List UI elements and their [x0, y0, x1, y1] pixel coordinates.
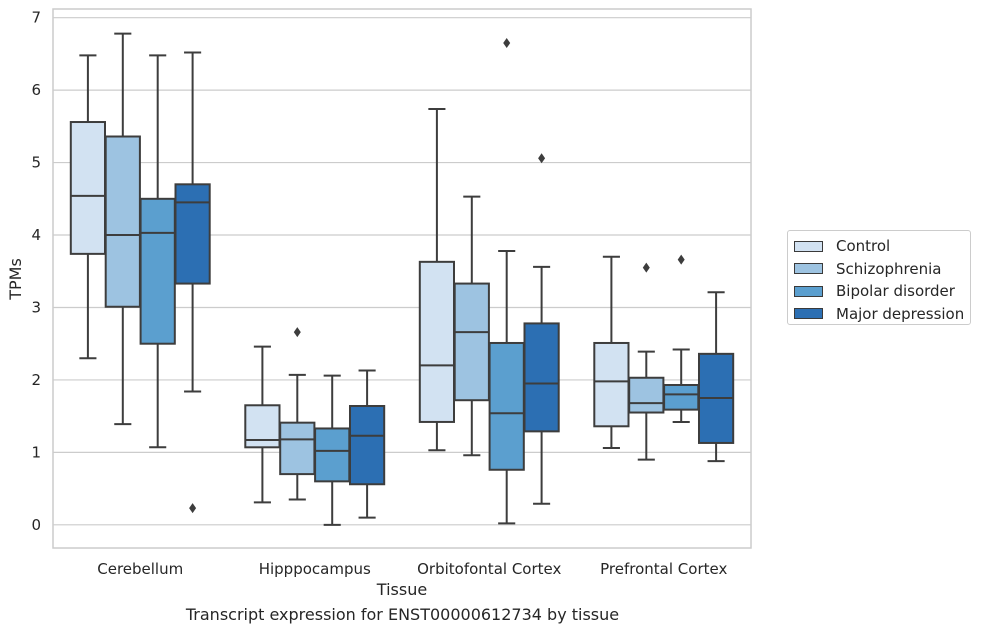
x-axis-label: Tissue — [376, 580, 427, 599]
box-bipolar-disorder — [488, 38, 525, 525]
outlier-point — [293, 327, 301, 338]
box-iqr — [418, 260, 456, 423]
x-tick-label: Cerebellum — [97, 560, 183, 578]
box-iqr — [139, 197, 176, 345]
box-iqr — [628, 376, 665, 414]
box-schizophrenia — [628, 262, 665, 461]
y-tick-label: 0 — [31, 516, 41, 534]
y-tick-label: 1 — [31, 443, 41, 461]
y-tick-label: 7 — [31, 9, 41, 27]
box-iqr — [279, 421, 316, 476]
legend-item: Schizophrenia — [794, 258, 970, 281]
box-schizophrenia — [453, 195, 490, 457]
x-tick-label: Prefrontal Cortex — [600, 560, 727, 578]
box-major-depression — [697, 291, 735, 463]
legend: Control Schizophrenia Bipolar disorder Majo… — [787, 230, 971, 325]
outlier-point — [677, 254, 685, 265]
chart-caption: Transcript expression for ENST0000061273… — [185, 605, 620, 624]
legend-item: Major depression — [794, 303, 970, 326]
legend-label: Control — [836, 237, 891, 256]
outlier-point — [189, 503, 197, 514]
box-control — [69, 54, 107, 360]
legend-item: Bipolar disorder — [794, 280, 970, 303]
x-tick-label: Hipppocampus — [259, 560, 371, 578]
legend-label: Bipolar disorder — [836, 282, 955, 301]
box-iqr — [104, 135, 141, 308]
y-tick-label: 3 — [31, 298, 41, 316]
y-axis-label: TPMs — [6, 258, 25, 301]
x-tick-label: Orbitofontal Cortex — [417, 560, 561, 578]
y-tick-label: 5 — [31, 154, 41, 172]
outlier-point — [642, 262, 650, 273]
outlier-point — [538, 153, 546, 164]
box-iqr — [314, 427, 351, 483]
legend-swatch — [794, 308, 823, 320]
box-schizophrenia — [279, 327, 316, 501]
box-bipolar-disorder — [314, 374, 351, 526]
box-iqr — [488, 341, 525, 471]
legend-swatch — [794, 285, 823, 297]
box-iqr — [348, 405, 386, 486]
box-major-depression — [348, 369, 386, 519]
legend-label: Major depression — [836, 304, 965, 323]
box-bipolar-disorder — [663, 254, 700, 423]
box-schizophrenia — [104, 32, 141, 426]
box-iqr — [453, 282, 490, 402]
box-iqr — [593, 341, 630, 428]
legend-label: Schizophrenia — [836, 259, 942, 278]
y-axis-ticks: 0 1 2 3 4 5 6 7 — [31, 9, 41, 534]
y-tick-label: 4 — [31, 226, 41, 244]
box-major-depression — [523, 153, 560, 505]
outlier-point — [503, 38, 511, 49]
box-iqr — [174, 183, 211, 285]
box-control — [593, 255, 630, 450]
box-control — [244, 345, 281, 504]
box-bipolar-disorder — [139, 54, 176, 449]
x-axis-ticks: Cerebellum Hipppocampus Orbitofontal Corte… — [97, 560, 727, 578]
legend-item: Control — [794, 235, 970, 258]
y-tick-label: 6 — [31, 81, 41, 99]
box-iqr — [663, 383, 700, 411]
box-major-depression — [174, 51, 211, 514]
boxes — [69, 32, 735, 526]
legend-swatch — [794, 263, 823, 275]
box-iqr — [523, 322, 560, 433]
legend-swatch — [794, 240, 823, 252]
y-tick-label: 2 — [31, 371, 41, 389]
box-control — [418, 107, 456, 452]
box-iqr — [69, 121, 107, 255]
